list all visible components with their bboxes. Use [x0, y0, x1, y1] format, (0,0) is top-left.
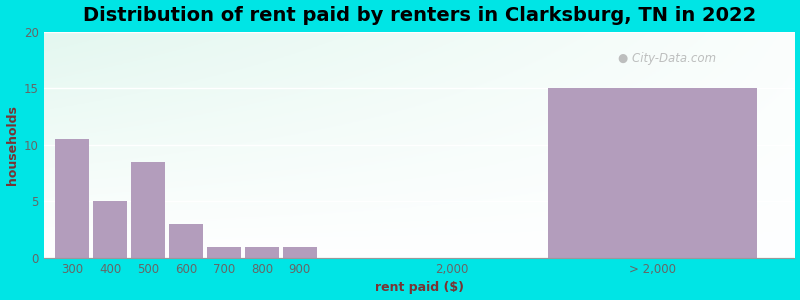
Bar — [245, 247, 279, 258]
Bar — [131, 162, 165, 258]
Bar — [207, 247, 241, 258]
Bar — [282, 247, 317, 258]
X-axis label: rent paid ($): rent paid ($) — [374, 281, 464, 294]
Y-axis label: households: households — [6, 105, 18, 185]
Bar — [548, 88, 757, 258]
Title: Distribution of rent paid by renters in Clarksburg, TN in 2022: Distribution of rent paid by renters in … — [82, 6, 756, 25]
Bar — [55, 139, 90, 258]
Text: ● City-Data.com: ● City-Data.com — [618, 52, 716, 65]
Bar — [169, 224, 203, 258]
Bar — [93, 201, 127, 258]
